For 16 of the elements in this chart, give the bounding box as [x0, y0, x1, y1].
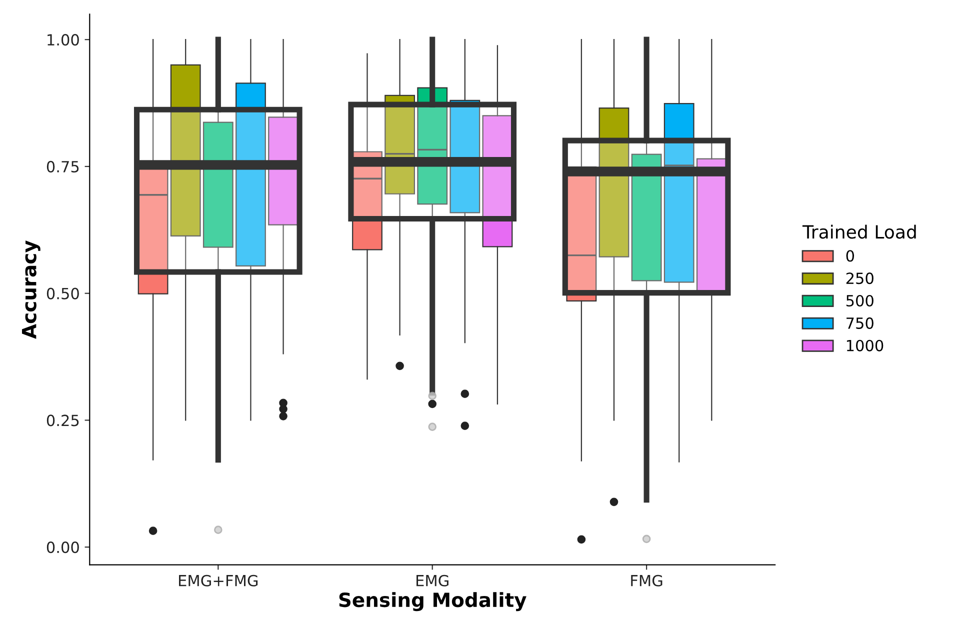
legend-label: 750: [846, 317, 874, 329]
legend-label: 1000: [846, 340, 884, 352]
x-axis-title: Sensing Modality: [339, 592, 526, 612]
legend-label: 0: [846, 250, 854, 262]
y-tick-label: 0.25: [46, 414, 79, 426]
y-tick-label: 0.75: [46, 160, 79, 172]
x-tick-label: FMG: [631, 574, 662, 586]
y-tick-label: 0.00: [46, 542, 79, 554]
y-tick-label: 0.50: [46, 288, 79, 300]
x-tick-label: EMG+FMG: [179, 574, 258, 586]
y-tick-label: 1.00: [48, 34, 79, 46]
x-tick-label: EMG: [416, 574, 448, 586]
y-axis-title: Accuracy: [22, 240, 40, 339]
legend-label: 250: [846, 272, 874, 284]
legend-title: Trained Load: [802, 224, 916, 239]
legend-label: 500: [846, 294, 874, 307]
